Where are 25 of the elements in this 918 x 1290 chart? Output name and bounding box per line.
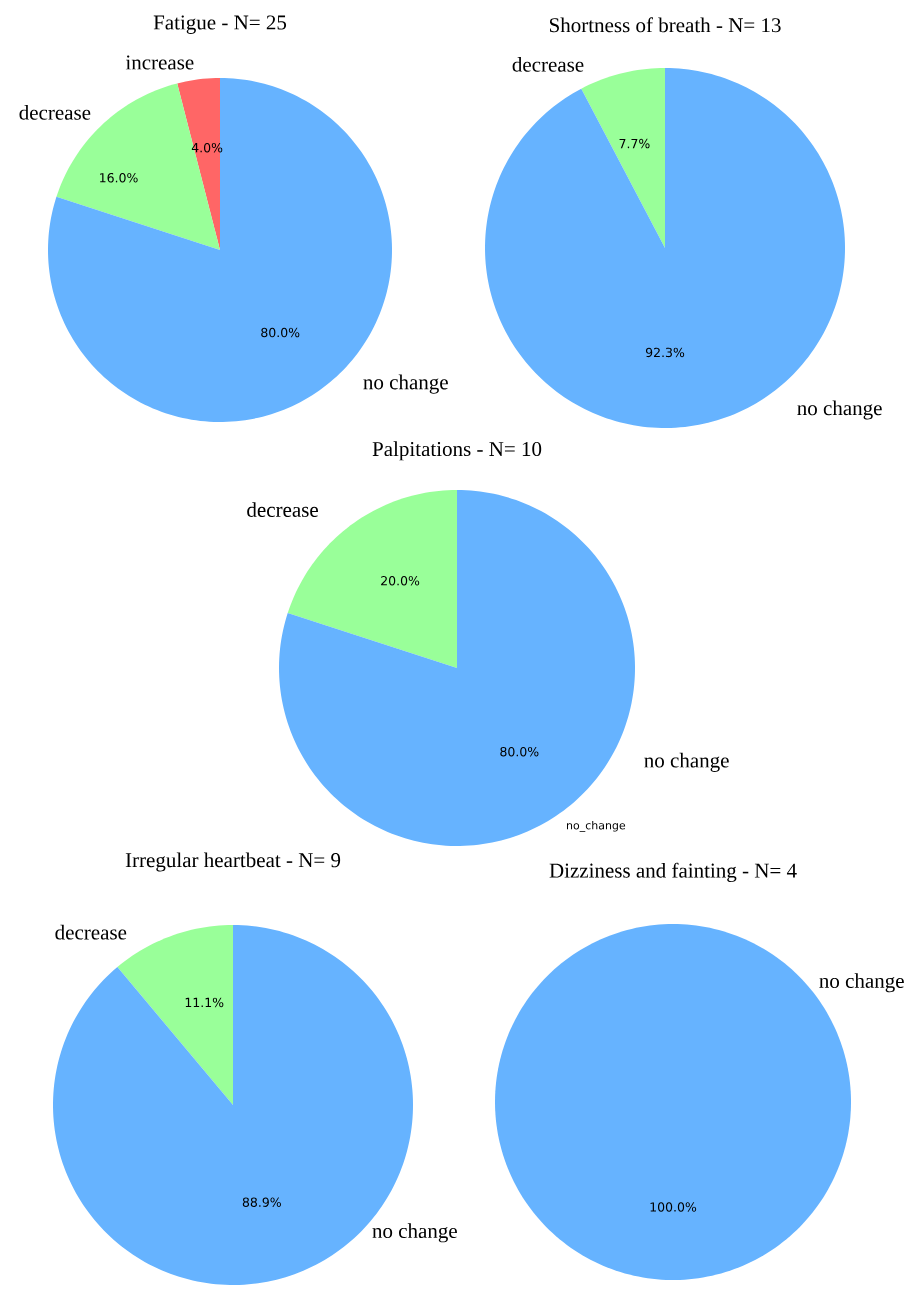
slice-label: no change bbox=[644, 752, 729, 772]
slice-label: no change bbox=[372, 1223, 457, 1243]
chart-title: Fatigue - N= 25 bbox=[153, 15, 287, 34]
chart-title: Palpitations - N= 10 bbox=[372, 441, 542, 461]
slice-label: decrease bbox=[512, 57, 584, 72]
slice-label: no change bbox=[797, 400, 882, 420]
data-label: 92.3% bbox=[645, 347, 685, 358]
data-label: 100.0% bbox=[650, 1202, 697, 1212]
slice-label: decrease bbox=[247, 502, 318, 517]
slice-label: no change bbox=[819, 973, 904, 993]
slice-label: decrease bbox=[55, 924, 127, 940]
data-label: 20.0% bbox=[381, 576, 420, 586]
text: no_change bbox=[567, 820, 626, 832]
chart-title: Irregular heartbeat - N= 9 bbox=[125, 852, 341, 872]
data-label: 11.1% bbox=[185, 997, 224, 1008]
slice-label: increase bbox=[125, 55, 194, 70]
data-label: 16.0% bbox=[100, 173, 138, 183]
chart-title: Shortness of breath - N= 13 bbox=[549, 17, 781, 33]
data-label: 80.0% bbox=[500, 746, 539, 757]
slice-label: decrease bbox=[19, 105, 91, 120]
chart-title: Dizziness and fainting - N= 4 bbox=[549, 862, 797, 883]
slice-label: no change bbox=[363, 374, 448, 394]
data-label: 7.7% bbox=[619, 138, 650, 149]
data-label: 80.0% bbox=[261, 327, 300, 338]
data-label: 88.9% bbox=[242, 1197, 281, 1207]
